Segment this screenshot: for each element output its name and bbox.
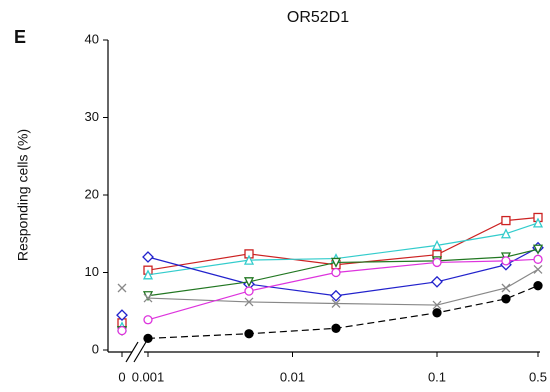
marker <box>330 257 342 268</box>
marker <box>432 300 442 310</box>
marker <box>432 257 442 268</box>
marker <box>243 254 255 265</box>
axis-break <box>125 341 139 363</box>
marker <box>243 277 255 288</box>
series-line <box>147 222 539 276</box>
series-line <box>147 248 539 297</box>
y-tick-label: 20 <box>85 186 99 201</box>
marker <box>501 256 511 266</box>
y-tick-label: 0 <box>92 341 99 356</box>
marker <box>532 244 544 255</box>
marker <box>501 294 511 304</box>
y-tick-label: 40 <box>85 31 99 46</box>
series-line <box>147 216 539 271</box>
axis-break <box>133 341 147 363</box>
series-line <box>147 247 539 297</box>
x-tick-label: 0.01 <box>280 369 305 384</box>
marker <box>143 315 153 325</box>
marker <box>244 286 254 296</box>
marker <box>331 299 341 308</box>
marker <box>533 281 543 291</box>
y-axis-label: Responding cells (%) <box>15 129 31 261</box>
series-line <box>147 285 539 339</box>
marker <box>501 283 511 293</box>
marker <box>143 293 153 303</box>
series-line <box>147 258 539 321</box>
marker <box>143 333 153 344</box>
x-tick-label: 0.001 <box>132 369 165 384</box>
series-line <box>147 268 539 306</box>
marker <box>330 289 342 302</box>
marker <box>331 267 341 278</box>
marker <box>532 217 544 228</box>
marker <box>244 329 254 339</box>
marker <box>431 239 443 251</box>
marker <box>117 325 127 336</box>
marker <box>331 323 341 333</box>
marker <box>142 251 154 263</box>
marker <box>500 228 511 239</box>
marker <box>533 264 543 274</box>
marker <box>142 269 154 280</box>
marker <box>432 308 442 318</box>
marker <box>116 309 128 322</box>
chart-title: OR52D1 <box>287 9 349 26</box>
y-tick-label: 30 <box>85 109 99 124</box>
x-tick-label: 0.1 <box>428 369 446 384</box>
marker <box>431 275 443 288</box>
marker <box>244 297 254 307</box>
x-tick-label: 0.5 <box>529 369 547 384</box>
marker <box>501 215 511 226</box>
marker <box>533 254 543 264</box>
x-tick-label: 0 <box>118 369 125 384</box>
marker <box>117 283 127 293</box>
y-tick-label: 10 <box>85 264 99 279</box>
panel-label: E <box>14 27 26 47</box>
